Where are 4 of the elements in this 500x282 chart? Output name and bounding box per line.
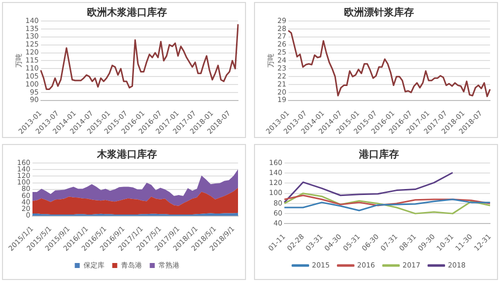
chart-title: 木浆港口库存 xyxy=(96,148,157,161)
chart-title: 港口库存 xyxy=(358,148,399,161)
chart-title: 欧洲木浆港口库存 xyxy=(87,6,167,19)
chart-title: 欧洲漂针浆库存 xyxy=(344,6,414,19)
